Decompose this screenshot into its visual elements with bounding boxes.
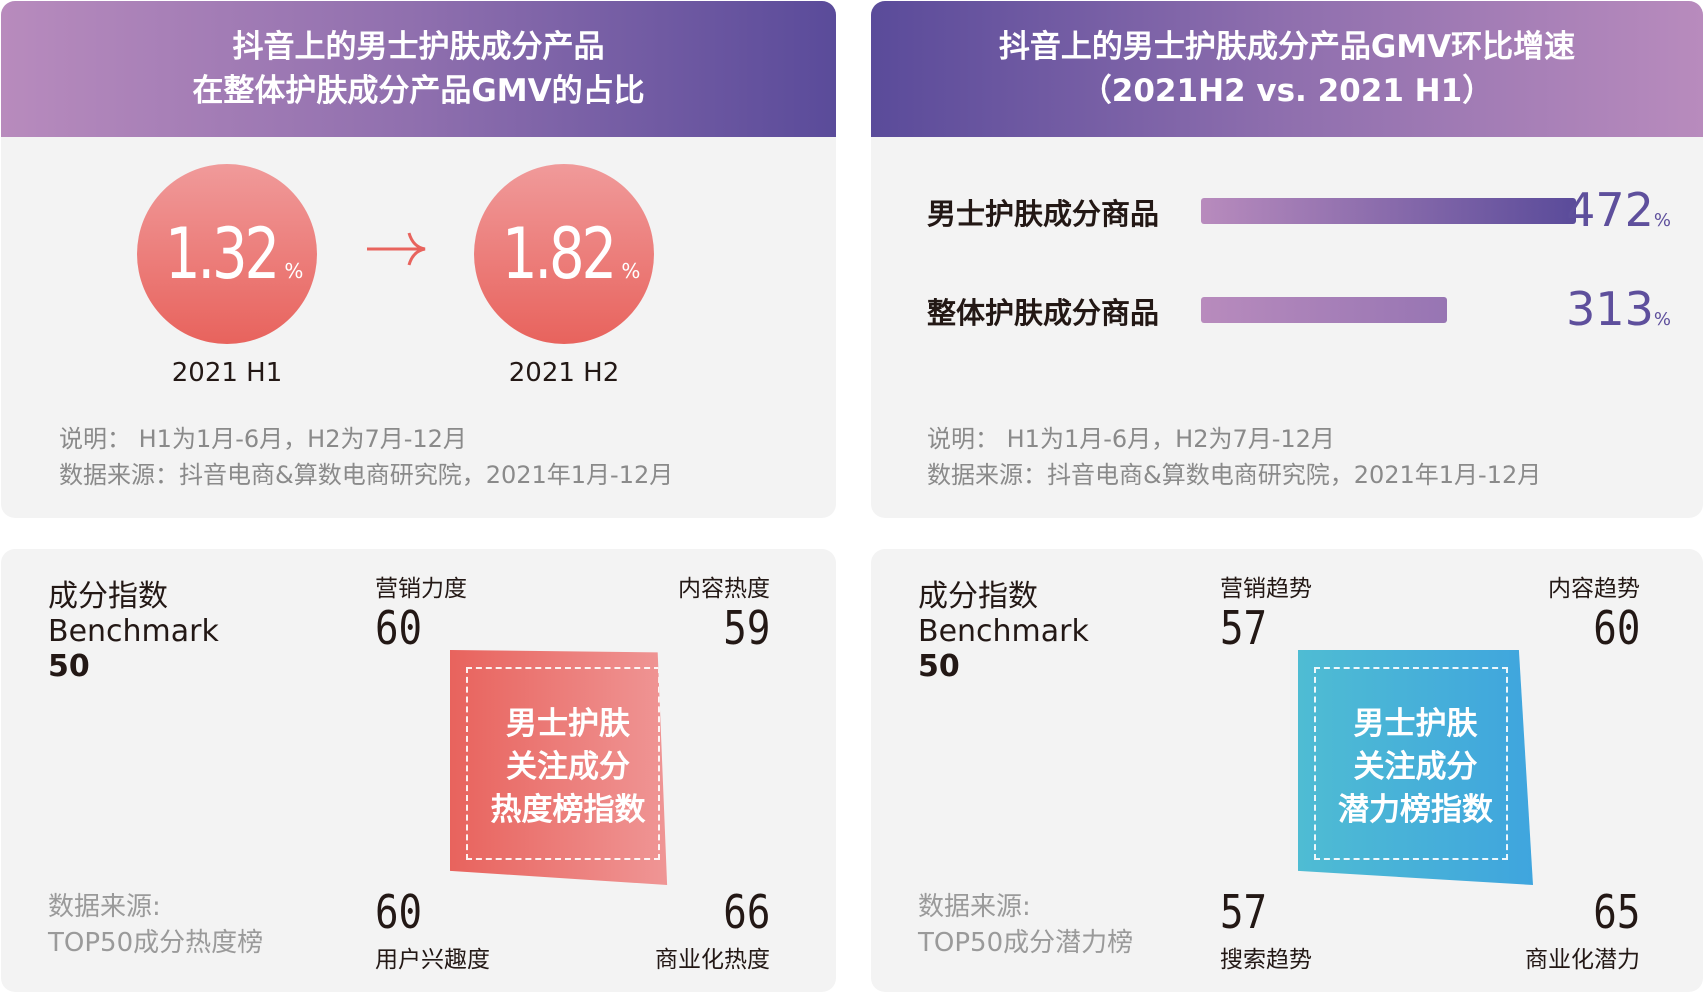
h1-period-label: 2021 H1	[171, 358, 283, 388]
metric-label-commercial-potential: 商业化潜力	[1525, 947, 1640, 973]
benchmark-sub: Benchmark	[48, 614, 219, 649]
gmv-growth-header: 抖音上的男士护肤成分产品GMV环比增速 （2021H2 vs. 2021 H1）	[871, 1, 1703, 137]
heat-index-panel: 成分指数 Benchmark 50 营销力度 60 内容热度 59 男士护肤 关…	[1, 549, 836, 992]
tag-line-2: 关注成分	[1353, 749, 1478, 785]
metric-value-search-trend: 57	[1220, 885, 1268, 939]
source-block: 数据来源: TOP50成分潜力榜	[918, 889, 1133, 961]
source-label: 数据来源:	[48, 892, 161, 922]
gmv-share-title-line2: 在整体护肤成分产品GMV的占比	[192, 73, 645, 109]
source-text: 数据来源：抖音电商&算数电商研究院，2021年1月-12月	[59, 461, 674, 489]
bar-mens	[1201, 198, 1576, 224]
gmv-share-header: 抖音上的男士护肤成分产品 在整体护肤成分产品GMV的占比	[1, 1, 836, 137]
potential-index-tag: 男士护肤 关注成分 潜力榜指数	[1298, 650, 1533, 885]
tag-dashed-border	[466, 667, 660, 860]
gmv-growth-title-line2: （2021H2 vs. 2021 H1）	[1080, 73, 1494, 109]
metric-value-user-interest: 60	[375, 885, 423, 939]
bar-value-mens-unit: %	[1653, 210, 1671, 231]
tag-line-3: 潜力榜指数	[1338, 792, 1493, 828]
tag-text: 男士护肤 关注成分 热度榜指数	[491, 703, 646, 832]
metric-value-content-trend: 60	[1592, 601, 1640, 655]
source-label: 数据来源:	[918, 892, 1031, 922]
h2-period-label: 2021 H2	[508, 358, 620, 388]
h2-share-circle: 1.82 %	[474, 164, 654, 344]
metric-label-content: 内容热度	[678, 576, 770, 602]
h1-share-unit: %	[284, 259, 304, 283]
benchmark-block: 成分指数 Benchmark 50	[918, 579, 1089, 684]
tag-line-3: 热度榜指数	[490, 792, 646, 828]
tag-line-2: 关注成分	[506, 749, 630, 785]
metric-label-search-trend: 搜索趋势	[1220, 947, 1312, 973]
metric-label-commercial: 商业化热度	[655, 947, 770, 973]
note-text: 说明： H1为1月-6月，H2为7月-12月	[59, 425, 467, 453]
metric-label-user-interest: 用户兴趣度	[375, 947, 490, 973]
source-text: 数据来源：抖音电商&算数电商研究院，2021年1月-12月	[927, 461, 1542, 489]
h1-share-circle: 1.32 %	[137, 164, 317, 344]
tag-line-1: 男士护肤	[506, 706, 630, 742]
tag-text: 男士护肤 关注成分 潜力榜指数	[1338, 703, 1493, 832]
metric-value-commercial: 66	[722, 885, 770, 939]
metric-label-content-trend: 内容趋势	[1548, 576, 1640, 602]
benchmark-value: 50	[48, 649, 90, 684]
metric-value-content: 59	[722, 601, 770, 655]
h2-share-value: 1.82	[501, 213, 617, 295]
note-text: 说明： H1为1月-6月，H2为7月-12月	[927, 425, 1335, 453]
metric-value-commercial-potential: 65	[1592, 885, 1640, 939]
bar-value-overall-unit: %	[1653, 309, 1671, 330]
benchmark-block: 成分指数 Benchmark 50	[48, 579, 219, 684]
arrow-right-icon	[367, 232, 426, 266]
benchmark-title: 成分指数	[48, 579, 168, 614]
metric-label-marketing-trend: 营销趋势	[1220, 576, 1312, 602]
gmv-share-title-line1: 抖音上的男士护肤成分产品	[232, 29, 605, 65]
bar-label-mens: 男士护肤成分商品	[927, 197, 1160, 231]
metric-label-marketing: 营销力度	[375, 576, 467, 602]
source-value: TOP50成分潜力榜	[918, 928, 1134, 958]
h2-share-unit: %	[621, 259, 641, 283]
potential-index-panel: 成分指数 Benchmark 50 营销趋势 57 内容趋势 60 男士护肤 关…	[871, 549, 1703, 992]
gmv-growth-title-line1: 抖音上的男士护肤成分产品GMV环比增速	[998, 29, 1576, 65]
h1-share-value: 1.32	[164, 213, 280, 295]
bar-value-mens-number: 472	[1566, 183, 1654, 237]
gmv-share-panel: 抖音上的男士护肤成分产品 在整体护肤成分产品GMV的占比 1.32 % 1.82…	[1, 1, 836, 518]
source-block: 数据来源: TOP50成分热度榜	[48, 889, 263, 961]
gmv-growth-panel: 抖音上的男士护肤成分产品GMV环比增速 （2021H2 vs. 2021 H1）…	[871, 1, 1703, 518]
heat-index-tag: 男士护肤 关注成分 热度榜指数	[450, 650, 668, 885]
tag-line-1: 男士护肤	[1353, 706, 1478, 742]
source-value: TOP50成分热度榜	[48, 928, 264, 958]
metric-value-marketing-trend: 57	[1220, 601, 1268, 655]
bar-value-mens: 472%	[1566, 183, 1671, 237]
bar-value-overall-number: 313	[1566, 282, 1654, 336]
bar-overall	[1201, 297, 1447, 323]
bar-label-overall: 整体护肤成分商品	[927, 296, 1160, 330]
metric-value-marketing: 60	[375, 601, 423, 655]
bar-value-overall: 313%	[1566, 282, 1671, 336]
benchmark-title: 成分指数	[918, 579, 1038, 614]
tag-dashed-border	[1314, 667, 1508, 860]
benchmark-value: 50	[918, 649, 960, 684]
benchmark-sub: Benchmark	[918, 614, 1089, 649]
